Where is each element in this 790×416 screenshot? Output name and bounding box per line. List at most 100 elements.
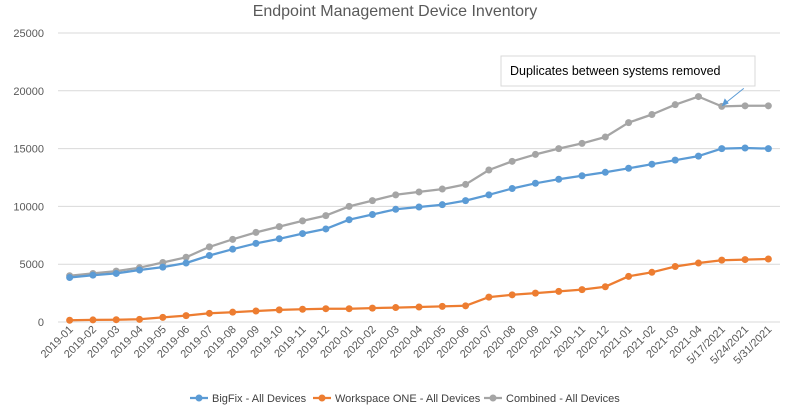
data-point [368, 197, 376, 205]
data-point [252, 307, 260, 315]
legend-item: BigFix - All Devices [190, 393, 307, 405]
data-point [275, 223, 283, 231]
data-point [438, 201, 446, 209]
data-point [718, 145, 726, 153]
legend-label: Combined - All Devices [506, 393, 620, 405]
data-point [718, 256, 726, 264]
y-tick-label: 5000 [20, 259, 44, 271]
data-point [578, 286, 586, 294]
data-point [438, 185, 446, 193]
data-point [555, 287, 563, 295]
y-tick-label: 15000 [13, 144, 44, 156]
data-point [601, 133, 609, 141]
legend-label: Workspace ONE - All Devices [335, 393, 481, 405]
data-point [252, 239, 260, 247]
data-point [299, 305, 307, 313]
data-point [764, 145, 772, 153]
data-point [159, 313, 167, 321]
data-point [764, 102, 772, 110]
data-point [89, 316, 97, 324]
y-tick-label: 10000 [13, 201, 44, 213]
data-point [578, 172, 586, 180]
data-point [112, 316, 120, 324]
data-point [368, 210, 376, 218]
data-point [694, 93, 702, 101]
data-point [694, 259, 702, 267]
data-point [648, 160, 656, 168]
chart-title: Endpoint Management Device Inventory [253, 3, 538, 20]
data-point [415, 188, 423, 196]
legend: BigFix - All Devices Workspace ONE - All … [190, 393, 620, 405]
data-point [462, 197, 470, 205]
data-point [741, 256, 749, 264]
data-point [415, 303, 423, 311]
data-point [741, 144, 749, 152]
data-point [66, 316, 74, 324]
data-point [531, 150, 539, 158]
data-point [182, 312, 190, 320]
data-point [625, 164, 633, 172]
data-point [601, 168, 609, 176]
data-point [368, 304, 376, 312]
y-tick-label: 20000 [13, 86, 44, 98]
data-point [159, 263, 167, 271]
data-point [229, 235, 237, 243]
series-workspace-one-all-devices [66, 255, 772, 324]
data-point [205, 243, 213, 251]
data-point [112, 269, 120, 277]
data-point [392, 205, 400, 213]
data-point [182, 253, 190, 261]
data-point [299, 230, 307, 238]
data-point [648, 110, 656, 118]
data-point [345, 305, 353, 313]
data-point [648, 268, 656, 276]
data-point [462, 302, 470, 310]
data-point [485, 191, 493, 199]
data-point [252, 228, 260, 236]
legend-label: BigFix - All Devices [212, 393, 307, 405]
data-point [625, 272, 633, 280]
data-point [229, 308, 237, 316]
data-point [485, 166, 493, 174]
legend-swatch-marker [195, 394, 203, 402]
data-point [531, 179, 539, 187]
data-point [136, 315, 144, 323]
data-point [694, 152, 702, 160]
data-point [322, 212, 330, 220]
y-tick-label: 0 [38, 317, 44, 329]
data-point [299, 217, 307, 225]
annotation-arrowhead [721, 98, 729, 107]
data-point [508, 184, 516, 192]
data-point [205, 309, 213, 317]
data-point [671, 101, 679, 109]
data-point [438, 302, 446, 310]
data-point [555, 145, 563, 153]
series-group [66, 93, 772, 324]
data-point [555, 175, 563, 183]
data-point [392, 191, 400, 199]
data-point [741, 102, 749, 110]
legend-item: Combined - All Devices [484, 393, 620, 405]
annotation-text: Duplicates between systems removed [510, 64, 721, 78]
data-point [601, 283, 609, 291]
series-bigfix-all-devices [66, 144, 772, 281]
data-point [136, 266, 144, 274]
data-point [66, 273, 74, 281]
data-point [345, 216, 353, 224]
legend-swatch-marker [489, 394, 497, 402]
data-point [182, 259, 190, 267]
y-axis: 0 5000 10000 15000 20000 25000 [13, 28, 44, 329]
data-point [275, 235, 283, 243]
data-point [392, 304, 400, 312]
data-point [462, 180, 470, 188]
annotation: Duplicates between systems removed [500, 55, 756, 107]
y-tick-label: 25000 [13, 28, 44, 40]
data-point [275, 306, 283, 314]
data-point [625, 119, 633, 127]
data-point [322, 305, 330, 313]
data-point [415, 203, 423, 211]
data-point [345, 202, 353, 210]
data-point [508, 157, 516, 165]
legend-item: Workspace ONE - All Devices [313, 393, 481, 405]
